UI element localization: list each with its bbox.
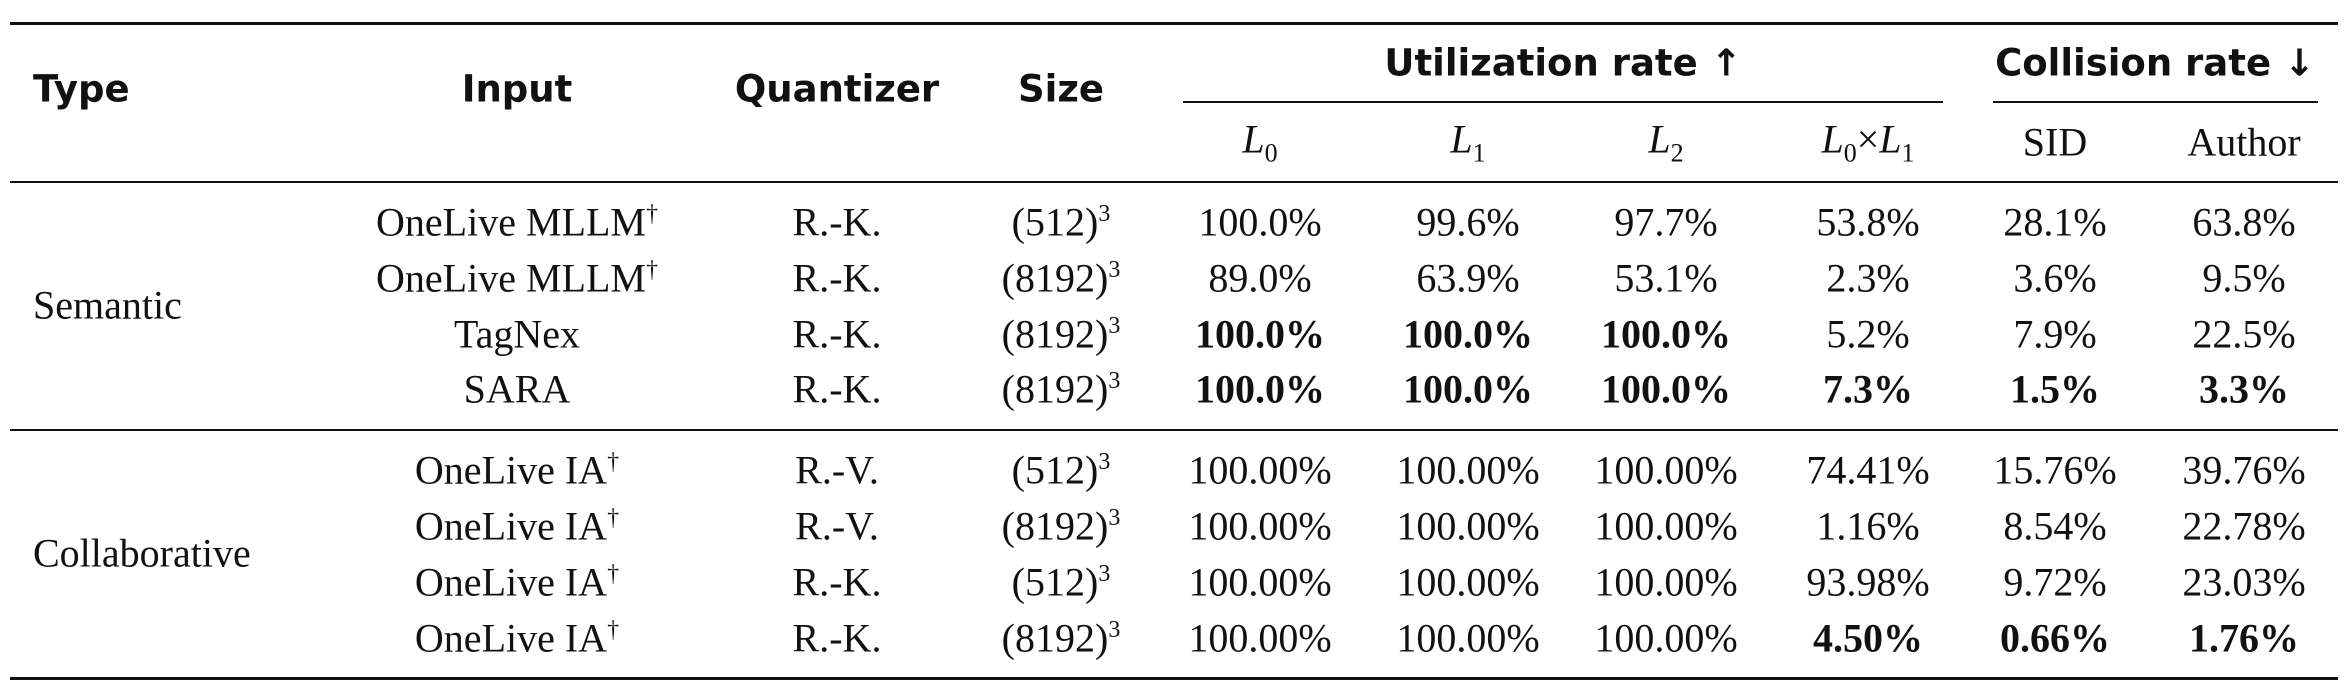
header-input: Input: [461, 67, 573, 111]
row-3-l2: 100.0%: [1601, 311, 1731, 357]
row-8-quantizer: R.-K.: [792, 615, 882, 661]
row-4-sid: 1.5%: [2010, 366, 2100, 412]
row-2-size: (8192)3: [1001, 255, 1121, 301]
header-utilization-rate: Utilization rate ↑: [1384, 41, 1742, 85]
row-1-author: 63.8%: [2192, 199, 2296, 245]
row-3-size: (8192)3: [1001, 311, 1121, 357]
header-collision-rate: Collision rate ↓: [1995, 41, 2315, 85]
row-8-input: OneLive IA†: [414, 615, 620, 661]
row-1-l0: 100.0%: [1198, 199, 1322, 245]
row-7-l1: 100.00%: [1396, 559, 1540, 605]
row-7-author: 23.03%: [2182, 559, 2306, 605]
row-8-l1: 100.00%: [1396, 615, 1540, 661]
row-2-quantizer: R.-K.: [792, 255, 882, 301]
row-3-quantizer: R.-K.: [792, 311, 882, 357]
row-2-l0xl1: 2.3%: [1826, 255, 1910, 301]
row-7-quantizer: R.-K.: [792, 559, 882, 605]
row-6-size: (8192)3: [1001, 503, 1121, 549]
row-3-l0: 100.0%: [1195, 311, 1325, 357]
header-sid: SID: [2022, 119, 2088, 165]
header-l1: L1: [1450, 116, 1486, 168]
row-7-l2: 100.00%: [1594, 559, 1738, 605]
row-6-l0: 100.00%: [1188, 503, 1332, 549]
row-4-l1: 100.0%: [1403, 366, 1533, 412]
row-2-l0: 89.0%: [1208, 255, 1312, 301]
row-2-input: OneLive MLLM†: [376, 255, 658, 301]
row-1-l0xl1: 53.8%: [1816, 199, 1920, 245]
row-4-l0xl1: 7.3%: [1823, 366, 1913, 412]
row-5-l1: 100.00%: [1396, 447, 1540, 493]
row-4-l0: 100.0%: [1195, 366, 1325, 412]
group-label-semantic: Semantic: [33, 282, 182, 328]
row-6-l0xl1: 1.16%: [1816, 503, 1920, 549]
row-5-l0: 100.00%: [1188, 447, 1332, 493]
row-6-l2: 100.00%: [1594, 503, 1738, 549]
row-2-l1: 63.9%: [1416, 255, 1520, 301]
row-3-l0xl1: 5.2%: [1826, 311, 1910, 357]
row-8-l0: 100.00%: [1188, 615, 1332, 661]
row-5-quantizer: R.-V.: [795, 447, 879, 493]
row-4-author: 3.3%: [2199, 366, 2289, 412]
row-3-l1: 100.0%: [1403, 311, 1533, 357]
collision-cmidrule: [1993, 101, 2318, 103]
row-8-sid: 0.66%: [2000, 615, 2110, 661]
row-3-author: 22.5%: [2192, 311, 2296, 357]
header-type: Type: [33, 67, 130, 111]
row-1-l2: 97.7%: [1614, 199, 1718, 245]
header-l2: L2: [1648, 116, 1684, 168]
row-7-l0xl1: 93.98%: [1806, 559, 1930, 605]
row-7-input: OneLive IA†: [414, 559, 620, 605]
row-4-l2: 100.0%: [1601, 366, 1731, 412]
row-2-sid: 3.6%: [2013, 255, 2097, 301]
row-5-input: OneLive IA†: [414, 447, 620, 493]
row-2-author: 9.5%: [2202, 255, 2286, 301]
row-5-size: (512)3: [1011, 447, 1111, 493]
row-4-quantizer: R.-K.: [792, 366, 882, 412]
utilization-cmidrule: [1183, 101, 1943, 103]
row-1-input: OneLive MLLM†: [376, 199, 658, 245]
row-6-author: 22.78%: [2182, 503, 2306, 549]
row-8-size: (8192)3: [1001, 615, 1121, 661]
header-l0xl1: L0×L1: [1821, 116, 1915, 168]
row-8-l0xl1: 4.50%: [1813, 615, 1923, 661]
header-l0: L0: [1242, 116, 1278, 168]
row-6-input: OneLive IA†: [414, 503, 620, 549]
group-label-collaborative: Collaborative: [33, 530, 251, 576]
header-author: Author: [2187, 119, 2301, 165]
row-8-author: 1.76%: [2189, 615, 2299, 661]
header-size: Size: [1018, 67, 1104, 111]
row-5-sid: 15.76%: [1993, 447, 2117, 493]
top-rule: [10, 22, 2338, 25]
row-7-sid: 9.72%: [2003, 559, 2107, 605]
group-rule: [10, 429, 2338, 431]
row-5-author: 39.76%: [2182, 447, 2306, 493]
row-3-sid: 7.9%: [2013, 311, 2097, 357]
row-1-size: (512)3: [1011, 199, 1111, 245]
row-7-l0: 100.00%: [1188, 559, 1332, 605]
row-3-input: TagNex: [453, 311, 581, 357]
row-6-quantizer: R.-V.: [795, 503, 879, 549]
row-6-sid: 8.54%: [2003, 503, 2107, 549]
row-5-l2: 100.00%: [1594, 447, 1738, 493]
row-5-l0xl1: 74.41%: [1806, 447, 1930, 493]
row-7-size: (512)3: [1011, 559, 1111, 605]
row-4-size: (8192)3: [1001, 366, 1121, 412]
row-1-sid: 28.1%: [2003, 199, 2107, 245]
row-6-l1: 100.00%: [1396, 503, 1540, 549]
row-8-l2: 100.00%: [1594, 615, 1738, 661]
row-2-l2: 53.1%: [1614, 255, 1718, 301]
bottom-rule: [10, 677, 2338, 680]
row-1-l1: 99.6%: [1416, 199, 1520, 245]
header-quantizer: Quantizer: [734, 67, 940, 111]
header-rule: [10, 181, 2338, 183]
row-4-input: SARA: [463, 366, 571, 412]
row-1-quantizer: R.-K.: [792, 199, 882, 245]
